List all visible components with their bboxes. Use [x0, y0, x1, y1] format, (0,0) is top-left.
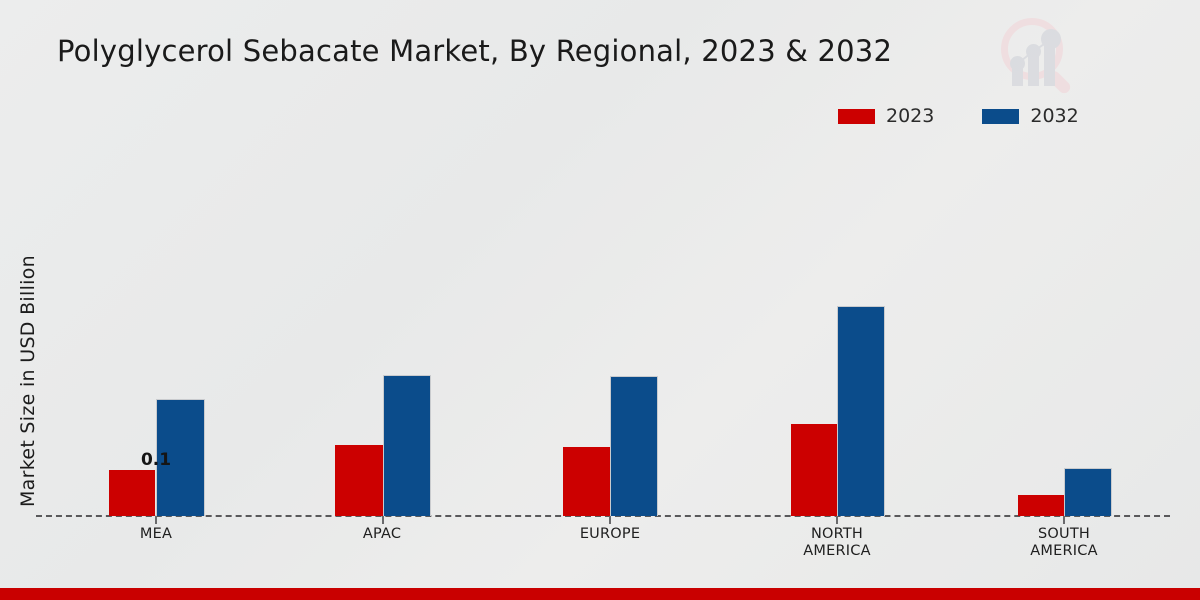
footer-accent-strip [0, 588, 1200, 600]
x-tick-europe [609, 516, 611, 524]
legend-swatch-2032 [982, 108, 1020, 124]
legend-label-2032: 2032 [1030, 105, 1079, 127]
x-label-apac: APAC [302, 526, 462, 543]
bar-south-america-2032[interactable] [1064, 468, 1112, 516]
x-tick-mea [155, 516, 157, 524]
x-label-mea-line1: MEA [139, 526, 173, 542]
trend-dot-icon [1010, 56, 1025, 71]
bar-chart-bar-icon [1028, 52, 1039, 86]
trend-dot-icon [1026, 44, 1041, 59]
value-label-mea-2023: 0.1 [140, 450, 172, 470]
chart-legend: 2023 2032 [838, 105, 1079, 127]
x-label-north-america: NORTH AMERICA [757, 526, 917, 560]
x-axis-baseline [36, 515, 1170, 517]
bar-europe-2023[interactable] [563, 447, 610, 516]
bar-north-america-2023[interactable] [791, 424, 837, 516]
x-tick-south-america [1063, 516, 1065, 524]
x-label-south-america: SOUTH AMERICA [984, 526, 1144, 560]
legend-item-2023[interactable]: 2023 [838, 105, 934, 127]
x-label-europe-line1: EUROPE [579, 526, 641, 542]
trend-dot-icon [1041, 29, 1061, 49]
bar-chart-bar-icon [1044, 40, 1055, 86]
bar-chart-bar-icon [1012, 64, 1023, 86]
x-label-europe: EUROPE [530, 526, 690, 543]
legend-swatch-2023 [838, 108, 875, 124]
legend-label-2023: 2023 [886, 105, 935, 127]
legend-item-2032[interactable]: 2032 [982, 105, 1079, 127]
x-label-south-america-line2: AMERICA [1030, 543, 1098, 559]
x-label-mea: MEA [76, 526, 236, 543]
bar-apac-2032[interactable] [383, 375, 431, 516]
bar-south-america-2023[interactable] [1018, 495, 1064, 516]
bar-europe-2032[interactable] [610, 376, 658, 516]
x-label-north-america-line1: NORTH [810, 526, 864, 542]
x-label-apac-line1: APAC [362, 526, 402, 542]
watermark-logo-icon [995, 12, 1087, 104]
bar-apac-2023[interactable] [335, 445, 383, 516]
bar-mea-2032[interactable] [156, 399, 205, 516]
x-tick-apac [382, 516, 384, 524]
x-label-south-america-line1: SOUTH [1038, 526, 1090, 542]
bar-north-america-2032[interactable] [837, 306, 885, 516]
x-tick-north-america [836, 516, 838, 524]
x-label-north-america-line2: AMERICA [803, 543, 871, 559]
chart-title: Polyglycerol Sebacate Market, By Regiona… [57, 34, 893, 68]
bar-mea-2023[interactable] [109, 470, 155, 516]
